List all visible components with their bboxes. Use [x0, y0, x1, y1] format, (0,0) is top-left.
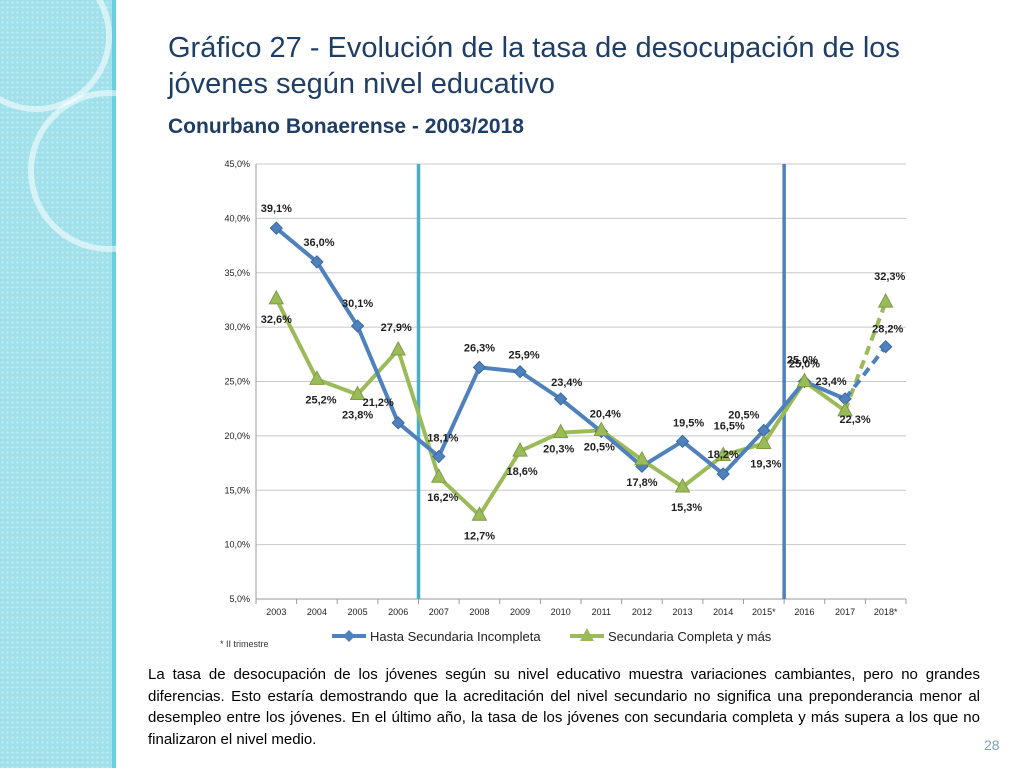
- data-label: 30,1%: [342, 298, 373, 310]
- data-point-incompleta: [675, 434, 690, 449]
- data-point-completa: [430, 468, 447, 483]
- data-point-completa: [877, 293, 894, 308]
- decorative-circle-small: [0, 0, 112, 112]
- y-tick-label: 35,0%: [224, 268, 250, 278]
- data-label: 25,2%: [305, 394, 336, 406]
- data-label: 19,3%: [750, 458, 781, 470]
- x-tick-label: 2006: [388, 607, 408, 617]
- data-label: 25,0%: [789, 359, 820, 371]
- data-point-completa: [674, 477, 691, 493]
- data-point-completa: [512, 442, 528, 457]
- data-point-incompleta: [553, 392, 568, 406]
- data-label: 26,3%: [464, 342, 495, 354]
- page-number: 28: [984, 737, 1000, 753]
- data-label: 12,7%: [464, 530, 495, 542]
- data-label: 19,5%: [673, 417, 704, 429]
- data-point-incompleta: [513, 365, 527, 379]
- data-label: 23,8%: [342, 410, 373, 422]
- data-label: 25,0%: [787, 355, 818, 367]
- data-label: 17,8%: [626, 477, 657, 489]
- data-point-incompleta: [432, 449, 446, 464]
- x-tick-label: 2008: [469, 607, 489, 617]
- line-chart: 5,0% 10,0% 15,0% 20,0% 25,0% 30,0% 35,0% 40,0% 4…: [220, 159, 907, 649]
- data-label: 28,2%: [872, 324, 903, 336]
- series-line-dashed: [843, 345, 888, 401]
- y-tick-label: 20,0%: [224, 431, 250, 441]
- data-point-completa: [755, 434, 772, 449]
- data-label: 21,2%: [363, 397, 394, 409]
- slide-title: Gráfico 27 - Evolución de la tasa de des…: [168, 32, 900, 100]
- data-point-completa: [593, 421, 610, 436]
- data-point-completa: [796, 372, 813, 387]
- data-label: 18,2%: [708, 449, 739, 461]
- data-point-completa: [268, 289, 285, 305]
- decorative-circle-large: [28, 90, 190, 252]
- data-point-completa: [715, 446, 732, 461]
- data-point-completa: [552, 423, 569, 439]
- data-label: 23,4%: [551, 377, 582, 389]
- data-point-incompleta: [310, 255, 324, 269]
- y-tick-label: 15,0%: [224, 485, 250, 495]
- data-point-incompleta: [391, 416, 405, 430]
- data-point-completa: [309, 370, 325, 385]
- x-tick-label: 2010: [551, 607, 571, 617]
- data-label: 32,6%: [261, 314, 292, 326]
- data-point-incompleta: [472, 360, 487, 375]
- legend-marker-incompleta: [343, 630, 355, 642]
- data-point-completa: [390, 340, 407, 356]
- data-point-incompleta: [269, 221, 284, 235]
- x-tick-label: 2014: [713, 607, 733, 617]
- footnote: * II trimestre: [220, 639, 269, 649]
- x-tick-label: 2011: [592, 607, 611, 617]
- x-tick-label: 2004: [307, 607, 327, 617]
- data-label: 16,2%: [427, 492, 458, 504]
- data-label: 22,3%: [839, 414, 870, 426]
- data-point-completa: [471, 506, 488, 521]
- data-label: 27,9%: [381, 322, 412, 334]
- data-point-incompleta: [878, 339, 893, 354]
- y-tick-label: 10,0%: [224, 540, 250, 550]
- data-label: 23,4%: [815, 376, 846, 388]
- data-label: 32,3%: [874, 271, 905, 283]
- data-point-completa: [837, 401, 853, 417]
- y-tick-label: 5,0%: [229, 594, 250, 604]
- x-tick-label: 2005: [348, 607, 368, 617]
- data-label: 20,5%: [728, 409, 759, 421]
- data-label: 18,6%: [506, 466, 537, 478]
- x-tick-label: 2003: [266, 607, 286, 617]
- data-point-incompleta: [716, 467, 730, 481]
- data-label: 20,4%: [590, 409, 621, 421]
- data-label: 36,0%: [303, 237, 334, 249]
- y-tick-label: 25,0%: [224, 377, 250, 387]
- data-label: 20,3%: [543, 444, 574, 456]
- x-tick-label: 2013: [673, 607, 693, 617]
- data-point-completa: [349, 385, 366, 401]
- data-label: 18,1%: [427, 433, 458, 445]
- data-label: 15,3%: [671, 502, 702, 514]
- x-tick-label: 2018*: [874, 607, 898, 617]
- y-tick-label: 40,0%: [224, 213, 250, 223]
- y-tick-label: 45,0%: [224, 159, 250, 169]
- x-tick-label: 2015*: [752, 607, 776, 617]
- legend-marker-completa: [580, 628, 594, 641]
- description-text: La tasa de desocupación de los jóvenes s…: [148, 666, 980, 748]
- series-line-dashed: [843, 301, 888, 412]
- x-tick-label: 2009: [510, 607, 530, 617]
- data-label: 16,5%: [714, 420, 745, 432]
- x-tick-label: 2016: [794, 607, 814, 617]
- y-tick-label: 30,0%: [224, 322, 250, 332]
- slide-subtitle: Conurbano Bonaerense - 2003/2018: [168, 115, 524, 138]
- data-label: 20,5%: [584, 441, 615, 453]
- sidebar-edge: [112, 0, 116, 768]
- data-label: 39,1%: [261, 203, 292, 215]
- legend-label: Secundaria Completa y más: [608, 629, 772, 644]
- data-label: 25,9%: [508, 350, 539, 362]
- x-tick-label: 2017: [835, 607, 855, 617]
- data-point-incompleta: [350, 319, 365, 333]
- data-point-completa: [634, 450, 650, 466]
- x-tick-label: 2012: [632, 607, 652, 617]
- legend-label: Hasta Secundaria Incompleta: [370, 629, 541, 644]
- x-tick-label: 2007: [429, 607, 449, 617]
